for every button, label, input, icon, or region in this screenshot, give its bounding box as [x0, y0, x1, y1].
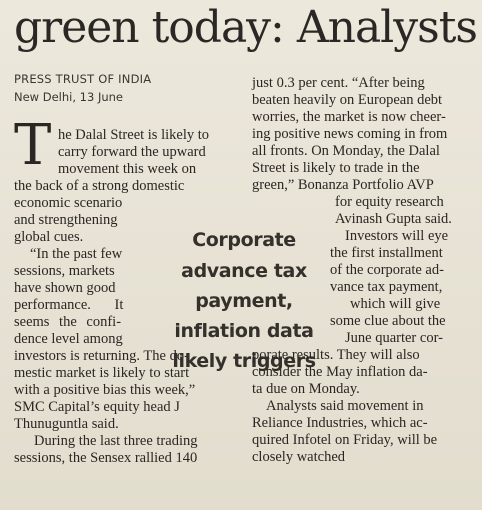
- col1-line: global cues.: [14, 229, 84, 245]
- drop-cap: T: [14, 113, 52, 178]
- col1-line: the back of a strong domestic: [14, 178, 185, 194]
- col2-line: all fronts. On Monday, the Dalal: [252, 143, 440, 159]
- byline: PRESS TRUST OF INDIA: [14, 72, 152, 86]
- col2-line: Reliance Industries, which ac-: [252, 415, 428, 431]
- col2-line: vance tax payment,: [330, 279, 443, 295]
- col2-line: just 0.3 per cent. “After being: [252, 75, 425, 91]
- col1-line: economic scenario: [14, 195, 123, 211]
- col2-line: which will give: [350, 296, 441, 312]
- dateline: New Delhi, 13 June: [14, 90, 123, 104]
- col1-line: seems the confi-: [14, 314, 122, 330]
- col1-line: he Dalal Street is likely to: [58, 127, 210, 143]
- pull-quote-line: advance tax: [181, 260, 307, 282]
- col1-line: “In the past few: [30, 246, 123, 262]
- col2-line: ta due on Monday.: [252, 381, 360, 397]
- col1-line: Thunuguntla said.: [14, 416, 119, 432]
- col2-line: green,” Bonanza Portfolio AVP: [252, 177, 434, 193]
- pull-quote-line: inflation data: [174, 320, 314, 342]
- pull-quote-line: likely triggers: [172, 350, 316, 372]
- col2-line: worries, the market is now cheer-: [252, 109, 446, 125]
- col1-line: carry forward the upward: [58, 144, 206, 160]
- col1-line: During the last three trading: [34, 433, 198, 449]
- col1-line: performance. It: [14, 297, 124, 313]
- col2-line: ing positive news coming in from: [252, 126, 448, 142]
- col2-line: Analysts said movement in: [266, 398, 424, 414]
- col1-line: have shown good: [14, 280, 116, 296]
- col1-line: sessions, markets: [14, 263, 115, 279]
- col2-line: for equity research: [335, 194, 444, 210]
- headline: green today: Analysts: [14, 2, 478, 53]
- col2-line: the first installment: [330, 245, 443, 261]
- col1-line: movement this week on: [58, 161, 197, 177]
- col1-line: mestic market is likely to start: [14, 365, 190, 381]
- col2-line: some clue about the: [330, 313, 446, 329]
- col1-line: and strengthening: [14, 212, 118, 228]
- col2-line: beaten heavily on European debt: [252, 92, 443, 108]
- col2-line: quired Infotel on Friday, will be: [252, 432, 438, 448]
- col2-line: Investors will eye: [345, 228, 449, 244]
- col2-line: consider the May inflation da-: [252, 364, 428, 380]
- col2-line: June quarter cor-: [345, 330, 443, 346]
- col2-line: of the corporate ad-: [330, 262, 444, 278]
- col1-line: dence level among: [14, 331, 123, 347]
- col2-line: closely watched: [252, 449, 346, 465]
- col2-line: Avinash Gupta said.: [335, 211, 452, 227]
- col1-line: with a positive bias this week,”: [14, 382, 196, 398]
- pull-quote-line: Corporate: [192, 229, 296, 251]
- pull-quote-line: payment,: [195, 290, 293, 312]
- col1-line: SMC Capital’s equity head J: [14, 399, 180, 415]
- col1-line: investors is returning. The do-: [14, 348, 189, 364]
- col2-line: Street is likely to trade in the: [252, 160, 420, 176]
- col1-line: sessions, the Sensex rallied 140: [14, 450, 198, 466]
- col2-line: porate results. They will also: [252, 347, 420, 363]
